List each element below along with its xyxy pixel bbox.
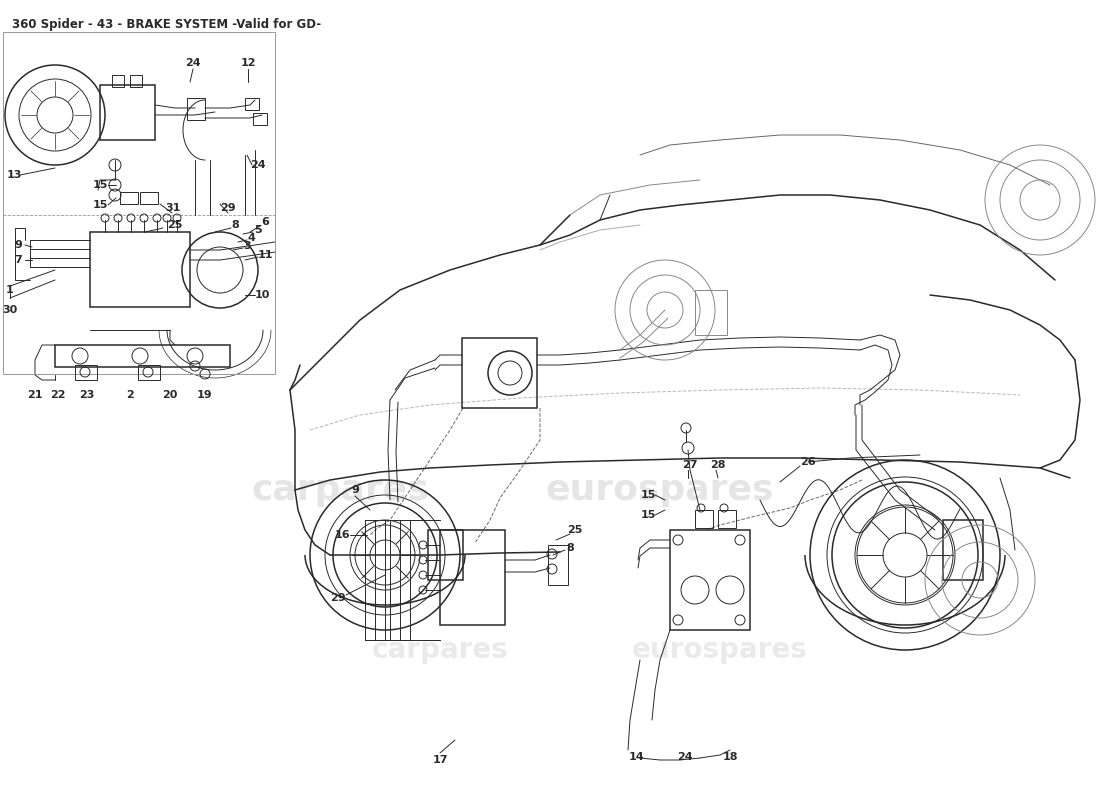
Text: 6: 6	[261, 217, 268, 227]
Text: 10: 10	[254, 290, 270, 300]
Text: 19: 19	[197, 390, 212, 400]
Text: 17: 17	[432, 755, 448, 765]
Text: 27: 27	[682, 460, 697, 470]
Text: 360 Spider - 43 - BRAKE SYSTEM -Valid for GD-: 360 Spider - 43 - BRAKE SYSTEM -Valid fo…	[12, 18, 321, 31]
Text: 3: 3	[243, 241, 251, 251]
Bar	[695, 510, 713, 528]
Text: 15: 15	[640, 490, 656, 500]
Text: 23: 23	[79, 390, 95, 400]
Text: eurospares: eurospares	[632, 636, 807, 664]
Text: carpares: carpares	[251, 473, 429, 507]
Text: 24: 24	[185, 58, 201, 68]
Text: 15: 15	[92, 200, 108, 210]
Text: 25: 25	[568, 525, 583, 535]
Bar	[428, 530, 463, 580]
Bar	[75, 365, 97, 380]
Text: 1: 1	[7, 285, 14, 295]
Text: 30: 30	[2, 305, 18, 315]
Text: 15: 15	[640, 510, 656, 520]
Text: eurospares: eurospares	[546, 473, 774, 507]
Text: 2: 2	[126, 390, 134, 400]
Bar	[718, 510, 736, 528]
Text: 26: 26	[800, 457, 816, 467]
Bar	[130, 75, 142, 87]
Text: 4: 4	[248, 233, 255, 243]
Text: 24: 24	[678, 752, 693, 762]
Text: 12: 12	[240, 58, 255, 68]
Bar	[100, 85, 155, 140]
Text: 9: 9	[351, 485, 359, 495]
Bar	[943, 520, 983, 580]
Bar	[245, 98, 258, 110]
Text: 21: 21	[28, 390, 43, 400]
Text: 13: 13	[7, 170, 22, 180]
Text: 18: 18	[723, 752, 738, 762]
Text: 20: 20	[163, 390, 178, 400]
Bar	[462, 338, 537, 408]
Bar	[90, 232, 190, 307]
Text: carpares: carpares	[372, 636, 508, 664]
Text: 8: 8	[231, 220, 239, 230]
Text: 15: 15	[92, 180, 108, 190]
Bar	[670, 530, 750, 630]
Bar	[253, 113, 267, 125]
Bar	[55, 345, 230, 367]
Text: 29: 29	[220, 203, 235, 213]
Bar	[138, 365, 160, 380]
Text: 9: 9	[14, 240, 22, 250]
Text: 7: 7	[14, 255, 22, 265]
Text: 14: 14	[629, 752, 645, 762]
Text: 16: 16	[336, 530, 351, 540]
Bar	[695, 290, 727, 335]
Bar	[140, 192, 158, 204]
Text: 5: 5	[254, 225, 262, 235]
Text: 22: 22	[51, 390, 66, 400]
Bar	[187, 98, 205, 120]
Text: 29: 29	[330, 593, 345, 603]
Text: 24: 24	[250, 160, 266, 170]
Text: 8: 8	[566, 543, 574, 553]
Text: 11: 11	[257, 250, 273, 260]
Bar	[120, 192, 138, 204]
Text: 25: 25	[167, 220, 183, 230]
Bar	[440, 530, 505, 625]
Bar	[3, 32, 275, 374]
Bar	[548, 545, 568, 585]
Bar	[112, 75, 124, 87]
Text: 31: 31	[165, 203, 180, 213]
Text: 28: 28	[711, 460, 726, 470]
